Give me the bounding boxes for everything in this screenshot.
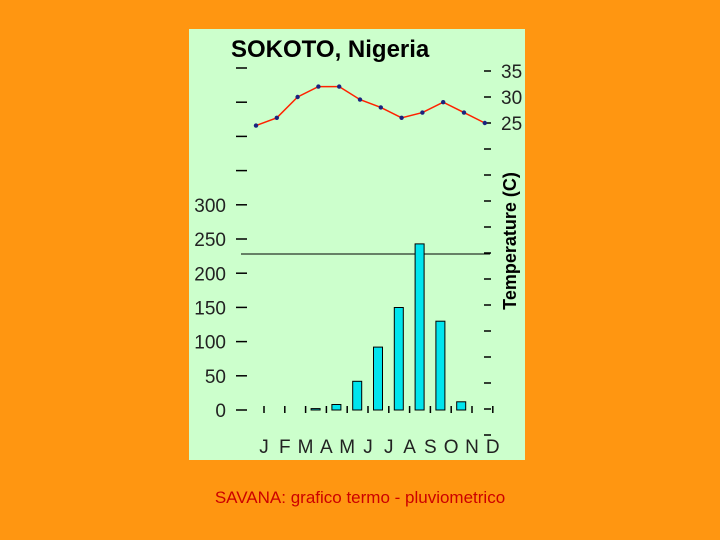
chart-title: SOKOTO, Nigeria	[231, 36, 430, 63]
temperature-point	[399, 115, 404, 121]
precipitation-bar	[352, 380, 363, 411]
precipitation-tick-label: 0	[215, 401, 226, 422]
temperature-series-line	[255, 85, 486, 127]
temperature-point	[357, 97, 363, 102]
temperature-point	[378, 105, 383, 110]
temperature-axis-label: Temperature (C)	[500, 172, 520, 310]
month-label: D	[486, 437, 500, 458]
month-label: N	[465, 437, 479, 458]
month-label: J	[259, 437, 269, 458]
temperature-point	[295, 94, 300, 100]
temperature-point	[482, 120, 487, 126]
precipitation-tick-label: 50	[205, 367, 226, 388]
chart-panel: SOKOTO, Nigeria Temperature (C) 0 50 100 15…	[189, 29, 525, 460]
precipitation-tick-label: 250	[194, 230, 226, 251]
temperature-tick-label: 30	[501, 88, 522, 109]
month-label: O	[444, 437, 459, 458]
month-label: M	[298, 437, 314, 458]
precipitation-tick-label: 150	[194, 299, 226, 320]
temperature-tick-label: 35	[501, 62, 522, 83]
axes	[236, 67, 494, 436]
temperature-line	[253, 84, 487, 128]
temperature-point	[316, 84, 321, 89]
precipitation-bar	[435, 320, 446, 411]
month-label: F	[279, 437, 291, 458]
temperature-point	[253, 123, 259, 128]
temperature-point	[274, 115, 279, 121]
precipitation-bar	[414, 243, 425, 411]
month-label: A	[320, 437, 333, 458]
temperature-point	[337, 84, 342, 89]
precipitation-bar	[393, 307, 404, 411]
temperature-point	[420, 110, 425, 115]
caption: SAVANA: grafico termo - pluviometrico	[214, 488, 506, 507]
precipitation-bars	[310, 243, 467, 411]
temperature-tick-label: 25	[501, 114, 522, 135]
precipitation-bar	[310, 408, 321, 411]
month-label: J	[384, 437, 394, 458]
month-label: S	[424, 437, 437, 458]
precipitation-bar	[373, 346, 383, 411]
precipitation-bar	[331, 404, 342, 411]
precipitation-tick-label: 300	[194, 196, 226, 217]
precipitation-bar	[456, 401, 467, 411]
month-label: M	[339, 437, 355, 458]
precipitation-tick-label: 100	[194, 333, 226, 354]
month-label: A	[403, 437, 416, 458]
climate-chart: SOKOTO, Nigeria Temperature (C) 0 50 100 15…	[189, 29, 525, 460]
temperature-point	[461, 110, 467, 115]
month-label: J	[363, 437, 373, 458]
precipitation-tick-label: 200	[194, 264, 226, 285]
temperature-point	[441, 100, 446, 105]
